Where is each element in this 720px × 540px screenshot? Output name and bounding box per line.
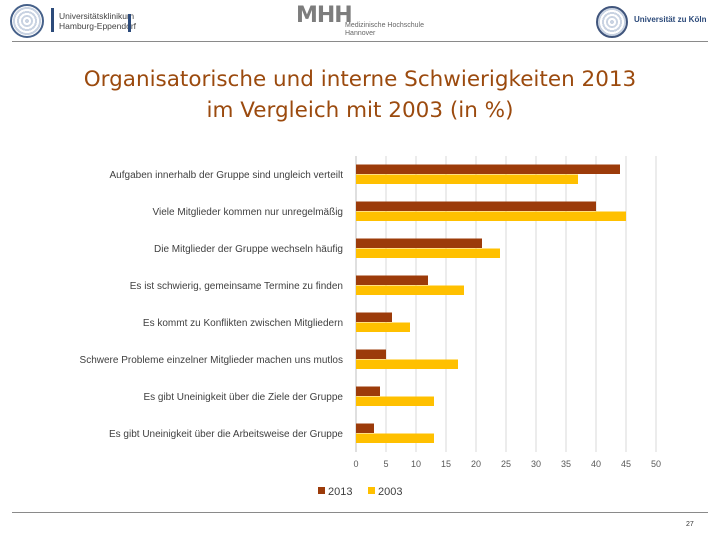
legend-swatch-2003	[368, 487, 375, 494]
x-tick-label: 30	[531, 459, 541, 469]
logo-bar: Universitätsklinikum Hamburg-Eppendorf M…	[0, 0, 720, 42]
mhh-logo-text: Medizinische Hochschule Hannover	[345, 22, 424, 37]
bar-2003	[356, 322, 410, 332]
category-label: Es gibt Uneinigkeit über die Arbeitsweis…	[109, 429, 343, 440]
bar-2013	[356, 386, 380, 396]
bar-2013	[356, 312, 392, 322]
x-tick-label: 50	[651, 459, 661, 469]
page-number: 27	[686, 521, 694, 528]
bar-2013	[356, 164, 620, 174]
uke-logo-text: Universitätsklinikum Hamburg-Eppendorf	[59, 11, 137, 31]
category-label: Schwere Probleme einzelner Mitglieder ma…	[80, 355, 343, 366]
legend-label-2003: 2003	[378, 486, 402, 498]
koeln-seal-icon	[596, 6, 628, 38]
bar-2013	[356, 349, 386, 359]
bar-2003	[356, 174, 578, 184]
bar-2013	[356, 423, 374, 433]
uke-bar-mark	[51, 8, 54, 32]
header-divider	[12, 41, 708, 42]
legend-swatch-2013	[318, 487, 325, 494]
bar-2003	[356, 359, 458, 369]
bar-chart: 0 5 10 15 20 25 30 35 40 45 50 Aufgaben innerhalb d…	[80, 156, 661, 498]
x-tick-label: 35	[561, 459, 571, 469]
bar-2013	[356, 238, 482, 248]
x-tick-label: 20	[471, 459, 481, 469]
bar-2013	[356, 201, 596, 211]
category-label: Es kommt zu Konflikten zwischen Mitglied…	[143, 318, 343, 329]
bar-2003	[356, 433, 434, 443]
x-tick-label: 45	[621, 459, 631, 469]
category-label: Aufgaben innerhalb der Gruppe sind ungle…	[110, 170, 344, 181]
category-label: Viele Mitglieder kommen nur unregelmäßig	[153, 207, 343, 218]
mhh-logo-mark: MHH	[296, 3, 353, 28]
slide-title: Organisatorische und interne Schwierigke…	[0, 64, 720, 126]
koeln-logo-text: Universität zu Köln	[634, 15, 707, 24]
bar-2003	[356, 285, 464, 295]
slide-title-line-2: im Vergleich mit 2003 (in %)	[206, 98, 514, 123]
bar-2013	[356, 275, 428, 285]
legend-label-2013: 2013	[328, 486, 352, 498]
slide-title-line-1: Organisatorische und interne Schwierigke…	[83, 67, 637, 92]
x-tick-label: 10	[411, 459, 421, 469]
bar-2003	[356, 396, 434, 406]
category-label: Es ist schwierig, gemeinsame Termine zu …	[130, 281, 343, 292]
x-tick-label: 15	[441, 459, 451, 469]
x-tick-label: 5	[383, 459, 388, 469]
x-tick-label: 0	[353, 459, 358, 469]
bar-2003	[356, 248, 500, 258]
x-tick-label: 25	[501, 459, 511, 469]
category-label: Es gibt Uneinigkeit über die Ziele der G…	[143, 392, 343, 403]
uke-bar-mark-right	[128, 14, 131, 32]
footer-divider	[12, 512, 708, 513]
bar-2003	[356, 211, 626, 221]
category-label: Die Mitglieder der Gruppe wechseln häufi…	[154, 244, 343, 255]
uke-seal-icon	[10, 4, 44, 38]
x-tick-label: 40	[591, 459, 601, 469]
